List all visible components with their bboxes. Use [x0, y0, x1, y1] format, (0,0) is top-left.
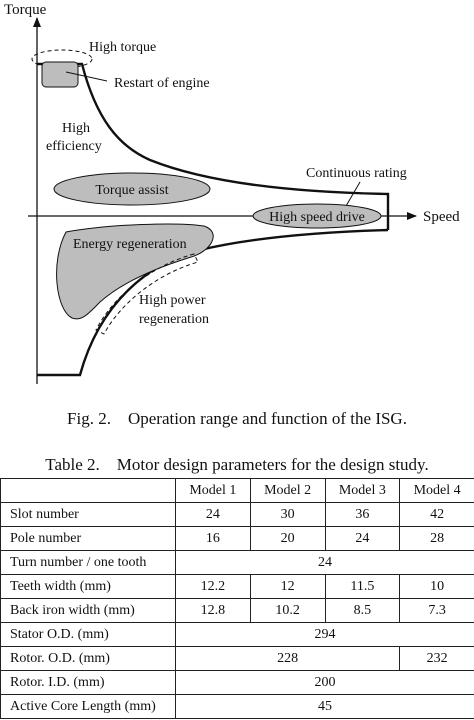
teeth-width-model-1: 12.2 [175, 574, 251, 599]
teeth-width-model-3: 11.5 [324, 574, 401, 599]
high-torque-label: High torque [89, 40, 156, 55]
high-speed-drive-label: High speed drive [269, 210, 365, 225]
restart-engine-label: Restart of engine [114, 76, 210, 91]
figure-caption: Fig. 2. Operation range and function of … [67, 409, 407, 428]
motoring-envelope-curve [37, 62, 390, 230]
slot-number-model-2: 30 [249, 502, 326, 527]
header-empty-cell [0, 478, 176, 503]
table-row: Turn number / one tooth 24 [0, 550, 474, 575]
header-model-1: Model 1 [175, 478, 251, 503]
table-row: Stator O.D. (mm) 294 [0, 622, 474, 647]
row-label-rotor-od: Rotor. O.D. (mm) [0, 646, 176, 671]
high-torque-ellipse [31, 49, 93, 69]
slot-number-model-3: 36 [324, 502, 401, 527]
header-model-4: Model 4 [399, 478, 474, 503]
restart-engine-region [41, 61, 79, 88]
table-row: Rotor. O.D. (mm) 228 232 [0, 646, 474, 671]
stator-od-all-models: 294 [175, 622, 474, 647]
active-core-length-all-models: 45 [175, 694, 474, 719]
table-caption: Table 2. Motor design parameters for the… [45, 455, 429, 474]
continuous-rating-label: Continuous rating [306, 166, 407, 181]
continuous-rating-leader [345, 181, 361, 207]
header-model-2: Model 2 [249, 478, 326, 503]
row-label-rotor-id: Rotor. I.D. (mm) [0, 670, 176, 695]
row-label-back-iron-width: Back iron width (mm) [0, 598, 176, 623]
energy-regeneration-region [56, 223, 214, 320]
high-power-regeneration-label-line2: regeneration [139, 312, 209, 327]
torque-assist-region [53, 172, 211, 206]
row-label-active-core-length: Active Core Length (mm) [0, 694, 176, 719]
speed-axis-label: Speed [423, 209, 460, 225]
table-row: Teeth width (mm) 12.2 12 11.5 10 [0, 574, 474, 599]
row-label-stator-od: Stator O.D. (mm) [0, 622, 176, 647]
torque-axis-label: Torque [4, 2, 47, 18]
table-row: Active Core Length (mm) 45 [0, 694, 474, 719]
back-iron-width-model-2: 10.2 [249, 598, 326, 623]
table-row: Rotor. I.D. (mm) 200 [0, 670, 474, 695]
turn-number-all-models: 24 [175, 550, 474, 575]
pole-number-model-4: 28 [399, 526, 474, 551]
high-power-regeneration-label-line1: High power [139, 293, 206, 308]
energy-regeneration-label: Energy regeneration [73, 237, 187, 252]
pole-number-model-2: 20 [249, 526, 326, 551]
row-label-turn-number: Turn number / one tooth [0, 550, 176, 575]
row-label-slot-number: Slot number [0, 502, 176, 527]
operation-range-figure: Torque Speed High torque Restart of engi… [4, 2, 460, 384]
row-label-pole-number: Pole number [0, 526, 176, 551]
high-speed-drive-region [252, 203, 382, 229]
header-model-3: Model 3 [324, 478, 401, 503]
motor-design-parameters-table: Model 1 Model 2 Model 3 Model 4 Slot num… [0, 478, 474, 719]
high-efficiency-label-line1: High [62, 121, 90, 136]
teeth-width-model-4: 10 [399, 574, 474, 599]
torque-assist-label: Torque assist [95, 183, 168, 198]
table-row: Pole number 16 20 24 28 [0, 526, 474, 551]
rotor-od-model-4: 232 [399, 646, 474, 671]
table-row: Slot number 24 30 36 42 [0, 502, 474, 527]
high-efficiency-label-line2: efficiency [46, 139, 102, 154]
row-label-teeth-width: Teeth width (mm) [0, 574, 176, 599]
restart-engine-leader [65, 71, 108, 82]
teeth-width-model-2: 12 [249, 574, 326, 599]
back-iron-width-model-4: 7.3 [399, 598, 474, 623]
back-iron-width-model-1: 12.8 [175, 598, 251, 623]
pole-number-model-1: 16 [175, 526, 251, 551]
table-row: Back iron width (mm) 12.8 10.2 8.5 7.3 [0, 598, 474, 623]
slot-number-model-1: 24 [175, 502, 251, 527]
back-iron-width-model-3: 8.5 [324, 598, 401, 623]
table-header-row: Model 1 Model 2 Model 3 Model 4 [0, 478, 474, 503]
slot-number-model-4: 42 [399, 502, 474, 527]
high-power-regeneration-band [95, 253, 199, 335]
pole-number-model-3: 24 [324, 526, 401, 551]
rotor-id-all-models: 200 [175, 670, 474, 695]
operation-range-diagram: Torque Speed High torque Restart of engi… [4, 2, 460, 384]
rotor-od-models-1-3: 228 [174, 646, 401, 671]
